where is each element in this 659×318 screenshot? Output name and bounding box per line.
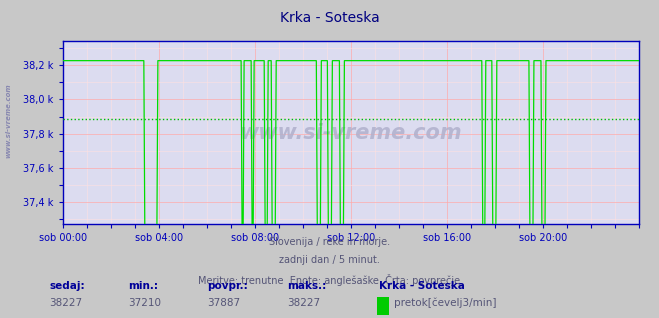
Text: www.si-vreme.com: www.si-vreme.com xyxy=(5,84,12,158)
Text: Meritve: trenutne  Enote: anglešaške  Črta: povprečje: Meritve: trenutne Enote: anglešaške Črta… xyxy=(198,274,461,286)
Text: 37210: 37210 xyxy=(129,298,161,308)
Text: 38227: 38227 xyxy=(287,298,320,308)
Text: Slovenija / reke in morje.: Slovenija / reke in morje. xyxy=(269,237,390,247)
Text: 38227: 38227 xyxy=(49,298,82,308)
Text: sedaj:: sedaj: xyxy=(49,281,85,291)
Text: maks.:: maks.: xyxy=(287,281,326,291)
Text: zadnji dan / 5 minut.: zadnji dan / 5 minut. xyxy=(279,255,380,265)
Text: Krka - Soteska: Krka - Soteska xyxy=(279,11,380,25)
Text: www.si-vreme.com: www.si-vreme.com xyxy=(240,123,462,143)
Text: Krka - Soteska: Krka - Soteska xyxy=(379,281,465,291)
Text: povpr.:: povpr.: xyxy=(208,281,248,291)
Text: 37887: 37887 xyxy=(208,298,241,308)
Text: pretok[čevelj3/min]: pretok[čevelj3/min] xyxy=(394,297,497,308)
Text: min.:: min.: xyxy=(129,281,159,291)
